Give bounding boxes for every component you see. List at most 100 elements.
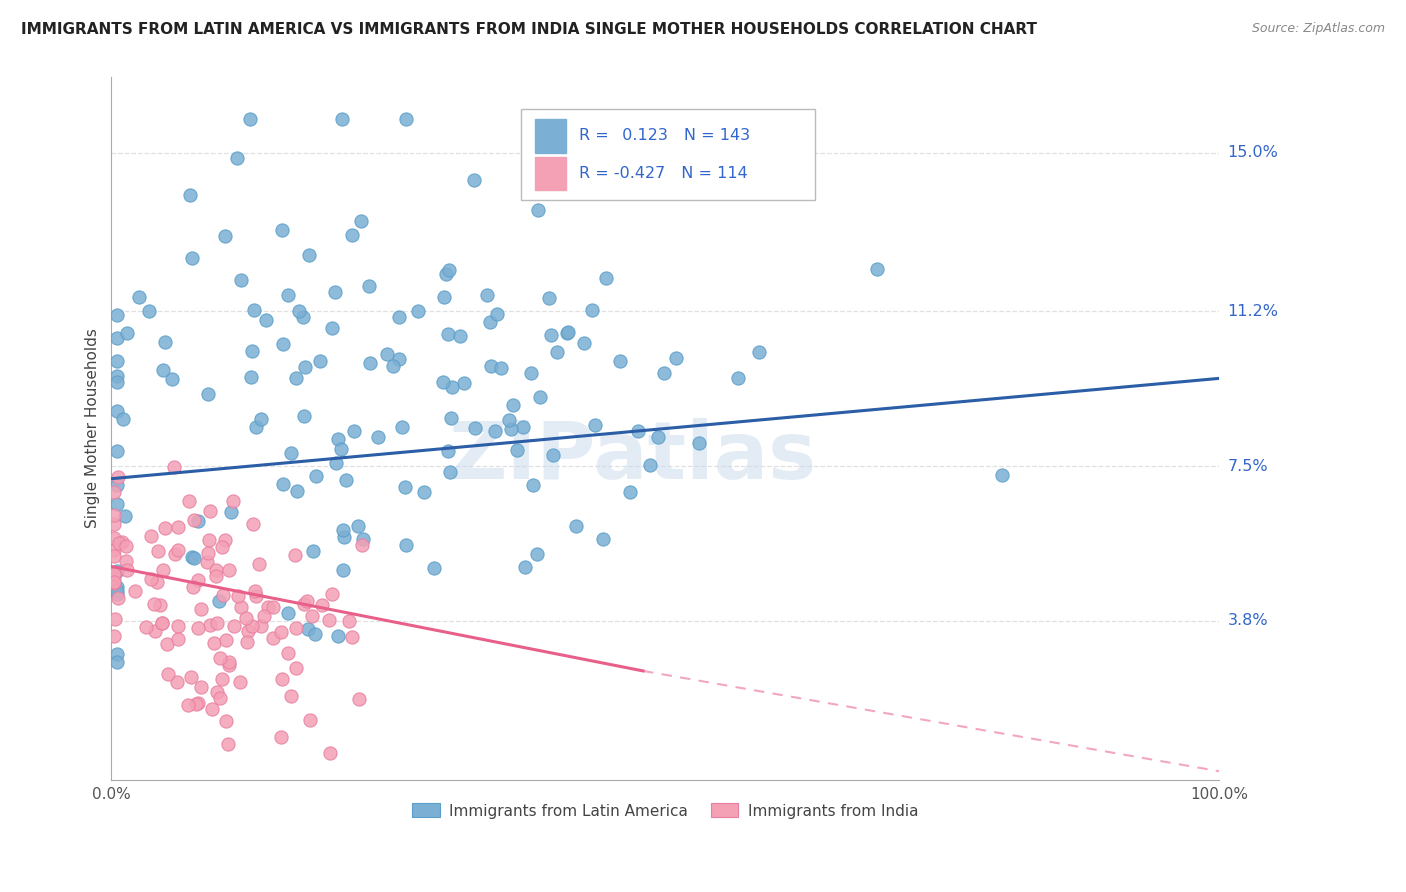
Y-axis label: Single Mother Households: Single Mother Households [86,328,100,528]
Point [325,456,347,470]
Point [583,417,606,432]
Point [592,532,614,546]
Text: 3.8%: 3.8% [1227,614,1268,628]
Point [652,366,675,380]
Point [218,563,240,577]
Point [619,485,641,500]
Point [103,516,125,531]
Point [186,698,208,712]
Point [117,563,139,577]
Point [167,543,190,558]
Point [228,674,250,689]
Point [181,580,204,594]
Point [423,560,446,574]
Point [202,636,225,650]
Point [292,597,315,611]
FancyBboxPatch shape [522,109,815,201]
Point [502,398,524,412]
Point [162,372,184,386]
Point [250,619,273,633]
Point [340,631,363,645]
Point [183,513,205,527]
Point [484,424,506,438]
Point [150,615,173,630]
Point [647,430,669,444]
Point [463,172,485,186]
Point [243,303,266,318]
Point [664,351,686,366]
Point [240,344,263,359]
Point [103,575,125,590]
Point [211,672,233,686]
Point [319,746,342,760]
Text: Source: ZipAtlas.com: Source: ZipAtlas.com [1251,22,1385,36]
Point [352,532,374,546]
Point [347,519,370,533]
Point [432,375,454,389]
Point [388,351,411,366]
Point [280,446,302,460]
Point [105,376,128,390]
Point [526,547,548,561]
Point [105,584,128,599]
Point [273,336,295,351]
Point [277,606,299,620]
Point [640,458,662,473]
Point [332,523,354,537]
Bar [534,119,565,153]
Point [284,370,307,384]
Text: IMMIGRANTS FROM LATIN AMERICA VS IMMIGRANTS FROM INDIA SINGLE MOTHER HOUSEHOLDS : IMMIGRANTS FROM LATIN AMERICA VS IMMIGRA… [21,22,1038,37]
Point [226,589,249,603]
Point [165,547,187,561]
Point [166,632,188,646]
Point [406,303,429,318]
Point [330,112,353,127]
Point [247,558,270,572]
Point [107,591,129,606]
Point [205,615,228,630]
Point [187,621,209,635]
Point [253,609,276,624]
Point [321,587,343,601]
Point [285,483,308,498]
Point [111,535,134,549]
Point [245,419,267,434]
Point [688,436,710,450]
Point [291,310,314,324]
Point [180,550,202,565]
Point [609,354,631,368]
Point [142,598,165,612]
Point [245,589,267,603]
Point [190,680,212,694]
Point [105,308,128,322]
Point [297,594,319,608]
Point [262,599,284,614]
Point [284,660,307,674]
Point [124,583,146,598]
Point [222,493,245,508]
Point [270,730,292,744]
Point [498,412,520,426]
Point [214,229,236,244]
Point [105,655,128,669]
Point [352,538,374,552]
Point [115,539,138,553]
Point [357,278,380,293]
Point [150,615,173,630]
Point [219,505,242,519]
Point [277,647,299,661]
Point [309,354,332,368]
Point [177,698,200,712]
Point [105,586,128,600]
Point [208,594,231,608]
Point [297,622,319,636]
Point [105,478,128,492]
Point [167,520,190,534]
Point [198,504,221,518]
Point [343,424,366,438]
Point [208,691,231,706]
Point [574,335,596,350]
Point [224,619,246,633]
Point [626,425,648,439]
Point [298,713,321,727]
